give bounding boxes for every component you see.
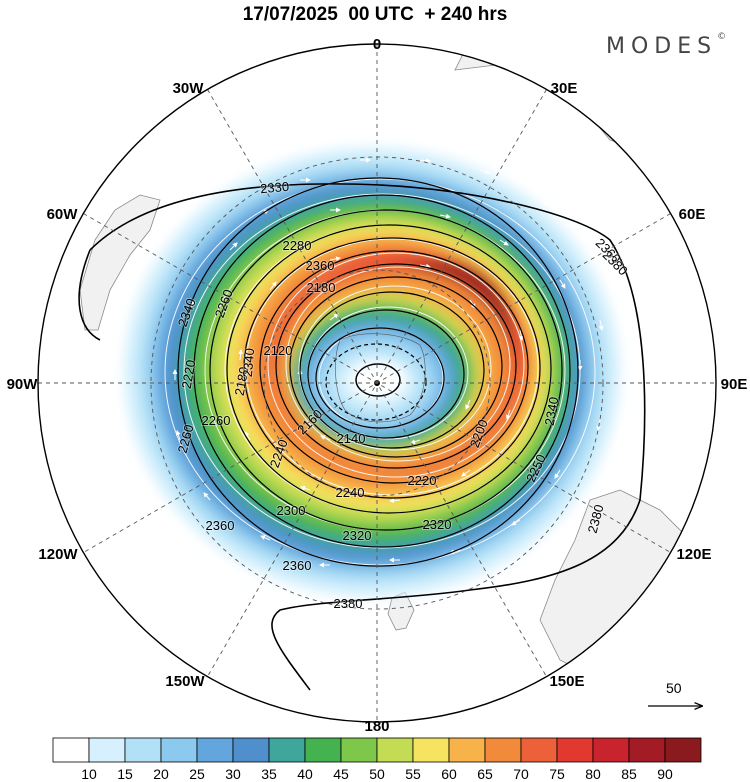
contour-outer <box>78 183 646 691</box>
colorbar-tick-label: 20 <box>153 766 169 782</box>
colorbar-tick-label: 50 <box>369 766 385 782</box>
map-boundary <box>37 43 717 723</box>
colorbar-swatch <box>376 737 414 763</box>
colorbar-swatch <box>448 737 486 763</box>
colorbar-tick-label: 80 <box>585 766 601 782</box>
colorbar-swatch <box>88 737 126 763</box>
colorbar-swatch <box>304 737 342 763</box>
colorbar-swatch <box>52 737 90 763</box>
south-america-land <box>79 194 161 331</box>
contour-label: 2220 <box>408 473 437 488</box>
colorbar-swatch <box>520 737 558 763</box>
longitude-labels: 0 30E 60E 90E 120E 150E 180 150W 120W 90W 60W 30W <box>7 36 748 735</box>
longitude-label: 90E <box>721 376 748 393</box>
wind-speed-shading <box>124 147 620 597</box>
map-title: 17/07/2025 00 UTC + 240 hrs <box>242 4 508 25</box>
colorbar-tick-label: 85 <box>621 766 637 782</box>
colorbar-tick-label: 35 <box>261 766 277 782</box>
longitude-label: 180 <box>364 718 389 735</box>
colorbar-tick-label: 25 <box>189 766 205 782</box>
colorbar-swatch <box>340 737 378 763</box>
colorbar-swatch <box>556 737 594 763</box>
longitude-label: 30W <box>173 80 205 97</box>
longitude-label: 30E <box>551 80 578 97</box>
graticule <box>38 44 716 722</box>
colorbar-swatch <box>160 737 198 763</box>
height-contours <box>78 177 646 691</box>
colorbar-swatch <box>628 737 666 763</box>
longitude-label: 60E <box>679 206 706 223</box>
contour-label: 2360 <box>283 558 312 573</box>
contour-label: 2120 <box>264 343 293 358</box>
contour-label: 2380 <box>334 596 363 611</box>
colorbar-tick-label: 55 <box>405 766 421 782</box>
copyright-mark: © <box>717 32 727 42</box>
colorbar-tick-label: 40 <box>297 766 313 782</box>
colorbar-swatch <box>268 737 306 763</box>
colorbar-swatch <box>232 737 270 763</box>
longitude-label: 120W <box>38 546 78 563</box>
contour-label: 2260 <box>202 413 231 428</box>
contour-label: 2360 <box>206 518 235 533</box>
contour-label: 2360 <box>306 258 335 273</box>
colorbar-tick-label: 45 <box>333 766 349 782</box>
contour-label: 2320 <box>343 528 372 543</box>
colorbar-tick-label: 70 <box>513 766 529 782</box>
colorbar-tick-label: 60 <box>441 766 457 782</box>
longitude-label: 90W <box>7 376 39 393</box>
contour-label: 2140 <box>337 431 366 446</box>
colorbar-tick-label: 75 <box>549 766 565 782</box>
contour-label: 2330 <box>260 179 290 196</box>
longitude-label: 150E <box>549 673 584 690</box>
antarctica-coast <box>335 333 426 423</box>
colorbar-swatch <box>484 737 522 763</box>
contour-labels: 2330 2360 2380 2280 2260 2180 2120 2360 2340 2220… <box>174 178 632 612</box>
brand-name: MODES <box>606 34 718 59</box>
contour-label: 2340 <box>542 396 562 427</box>
wind-reference: 50 <box>648 680 702 706</box>
colorbar-swatch <box>412 737 450 763</box>
longitude-label: 0 <box>373 36 381 53</box>
contour-label: 2180 <box>232 366 252 397</box>
colorbar-tick-label: 30 <box>225 766 241 782</box>
contour-label: 2340 <box>240 348 257 378</box>
colorbar-tick-label: 10 <box>81 766 97 782</box>
brand-logo: MODES© <box>606 32 727 59</box>
longitude-label: 120E <box>676 546 711 563</box>
colorbar-swatch <box>124 737 162 763</box>
colorbar-tick-label: 65 <box>477 766 493 782</box>
contour-label: 2180 <box>307 280 336 295</box>
contour-label: 2220 <box>179 359 199 390</box>
longitude-label: 60W <box>47 206 79 223</box>
longitude-label: 150W <box>165 673 205 690</box>
wind-reference-label: 50 <box>666 680 682 696</box>
contour-label: 2240 <box>336 485 365 500</box>
colorbar-tick-label: 15 <box>117 766 133 782</box>
contour-label: 2300 <box>277 503 306 518</box>
colorbar-swatch <box>196 737 234 763</box>
contour-label: 2320 <box>423 517 452 532</box>
contour-label: 2280 <box>283 238 312 253</box>
wind-speed-colorbar: 10 15 20 25 30 35 40 45 50 55 60 65 70 75 80 85 90 <box>52 737 702 782</box>
colorbar-tick-label: 90 <box>657 766 673 782</box>
colorbar-swatch <box>592 737 630 763</box>
colorbar-swatch <box>664 737 702 763</box>
